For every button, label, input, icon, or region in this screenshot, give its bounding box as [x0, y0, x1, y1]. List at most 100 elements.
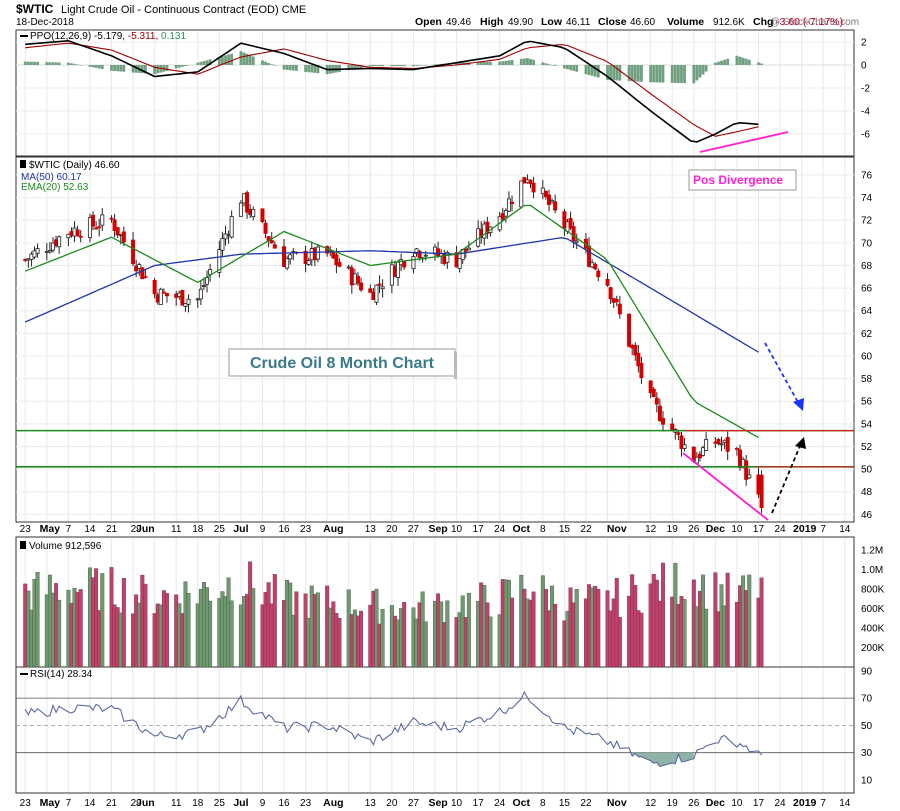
- ppo-ytick-label: -2: [861, 84, 870, 95]
- ppo-histogram-bar: [458, 62, 462, 65]
- price-candle: [562, 211, 567, 229]
- x-axis-label: 17: [753, 524, 765, 535]
- price-candle: [180, 290, 185, 306]
- ppo-label: PPO(12,26,9): [30, 31, 91, 42]
- x-axis-label: 7: [820, 524, 826, 535]
- ppo-histogram-bar: [658, 65, 662, 83]
- ppo-histogram-bar: [248, 55, 252, 65]
- ppo-histogram-bar: [393, 65, 397, 67]
- ppo-histogram-bar: [94, 65, 98, 68]
- price-candle: [747, 474, 752, 479]
- x-axis-label: 2019: [793, 797, 817, 809]
- rsi-layer: [16, 690, 854, 768]
- ppo-histogram-bar: [371, 65, 375, 67]
- x-axis-label: 22: [580, 798, 592, 809]
- ppo-histogram-bar: [726, 58, 730, 65]
- ema20-line: [24, 204, 759, 439]
- price-candle: [109, 217, 114, 220]
- rsi-label: RSI(14) 28.34: [30, 669, 93, 680]
- price-candle: [66, 233, 71, 239]
- price-candle: [112, 219, 117, 232]
- price-candle: [725, 436, 730, 452]
- price-candle: [32, 250, 37, 258]
- price-candle: [198, 288, 203, 300]
- ppo-histogram-bar: [288, 65, 292, 71]
- volume-layer: [23, 561, 764, 668]
- ppo-histogram-bar: [202, 61, 206, 65]
- price-candle: [402, 261, 407, 268]
- ppo-histogram-bar: [45, 62, 49, 65]
- volume-bar: [553, 603, 558, 668]
- ppo-histogram-bar: [310, 65, 314, 73]
- x-axis-label: Jun: [136, 797, 155, 809]
- volume-bar: [704, 608, 709, 668]
- price-candle: [325, 246, 330, 254]
- ppo-histogram-bar: [270, 64, 274, 65]
- x-axis-label: 9: [260, 798, 266, 809]
- x-axis-label: May: [40, 797, 61, 809]
- x-axis-label: 23: [20, 798, 32, 809]
- x-axis-label: May: [40, 523, 61, 535]
- price-candle: [374, 284, 379, 303]
- annotation-divergence-box: Pos Divergence: [688, 169, 797, 191]
- price-candle: [457, 258, 462, 269]
- price-candle: [568, 218, 573, 229]
- ppo-histogram-bar: [590, 65, 594, 76]
- price-candle: [380, 286, 385, 290]
- rsi-ytick-label: 90: [861, 666, 873, 677]
- x-axis-label: 14: [84, 798, 96, 809]
- ppo-histogram-bar: [239, 51, 243, 65]
- ppo-layer: [16, 39, 854, 153]
- ppo-histogram-bar: [267, 63, 271, 65]
- ppo-histogram-bar: [242, 52, 246, 65]
- price-candle: [346, 266, 351, 269]
- ppo-histogram-bar: [498, 61, 502, 65]
- ppo-histogram-bar: [717, 61, 720, 65]
- volume-bar: [78, 589, 83, 668]
- ppo-histogram-bar: [455, 62, 458, 65]
- volume-ytick-label: 400K: [861, 623, 885, 634]
- x-axis-label: 24: [774, 798, 786, 809]
- rsi-oversold-fill: [632, 752, 762, 767]
- ppo-histogram-bar: [33, 61, 36, 65]
- ppo-histogram-bar: [436, 64, 440, 65]
- price-candle: [285, 258, 290, 269]
- ppo-histogram-bar: [673, 65, 677, 83]
- price-candle: [50, 242, 55, 251]
- price-candle: [682, 444, 687, 449]
- ppo-histogram-bar: [110, 65, 113, 71]
- x-axis-label: 10: [731, 524, 743, 535]
- volume-ytick-label: 600K: [861, 604, 885, 615]
- ppo-histogram-bar: [738, 56, 742, 65]
- price-candle: [269, 239, 274, 244]
- ohlc-close: 46.60: [630, 17, 655, 28]
- price-candle: [75, 229, 80, 237]
- x-axis-label: 29: [131, 798, 143, 809]
- ppo-ytick-label: -6: [861, 130, 870, 141]
- x-axis-label: 7: [820, 798, 826, 809]
- x-axis-label: 25: [214, 798, 226, 809]
- ppo-histogram-bar: [584, 65, 588, 75]
- volume-bar: [639, 612, 644, 668]
- ppo-histogram-bar: [433, 64, 437, 65]
- ppo-histogram-bar: [48, 62, 52, 65]
- volume-bar: [251, 588, 256, 668]
- ppo-histogram-bar: [359, 65, 363, 68]
- volume-bar: [747, 574, 752, 668]
- annotation-divergence: Pos Divergence: [693, 173, 783, 187]
- volume-bar: [337, 618, 342, 668]
- volume-bar: [725, 572, 730, 668]
- x-axis-label: 11: [171, 524, 182, 535]
- volume-bar: [531, 591, 536, 668]
- ppo-histogram-bar: [541, 62, 545, 65]
- ppo-histogram-bar: [550, 65, 554, 66]
- ppo-histogram-bar: [261, 60, 264, 65]
- price-ytick-label: 76: [861, 170, 873, 181]
- x-axis-label: 15: [559, 798, 571, 809]
- ppo-histogram-bar: [485, 61, 489, 65]
- price-candle: [152, 279, 157, 295]
- price-candle: [423, 254, 428, 257]
- ppo-histogram-bar: [640, 65, 643, 82]
- ppo-histogram-bar: [177, 65, 181, 68]
